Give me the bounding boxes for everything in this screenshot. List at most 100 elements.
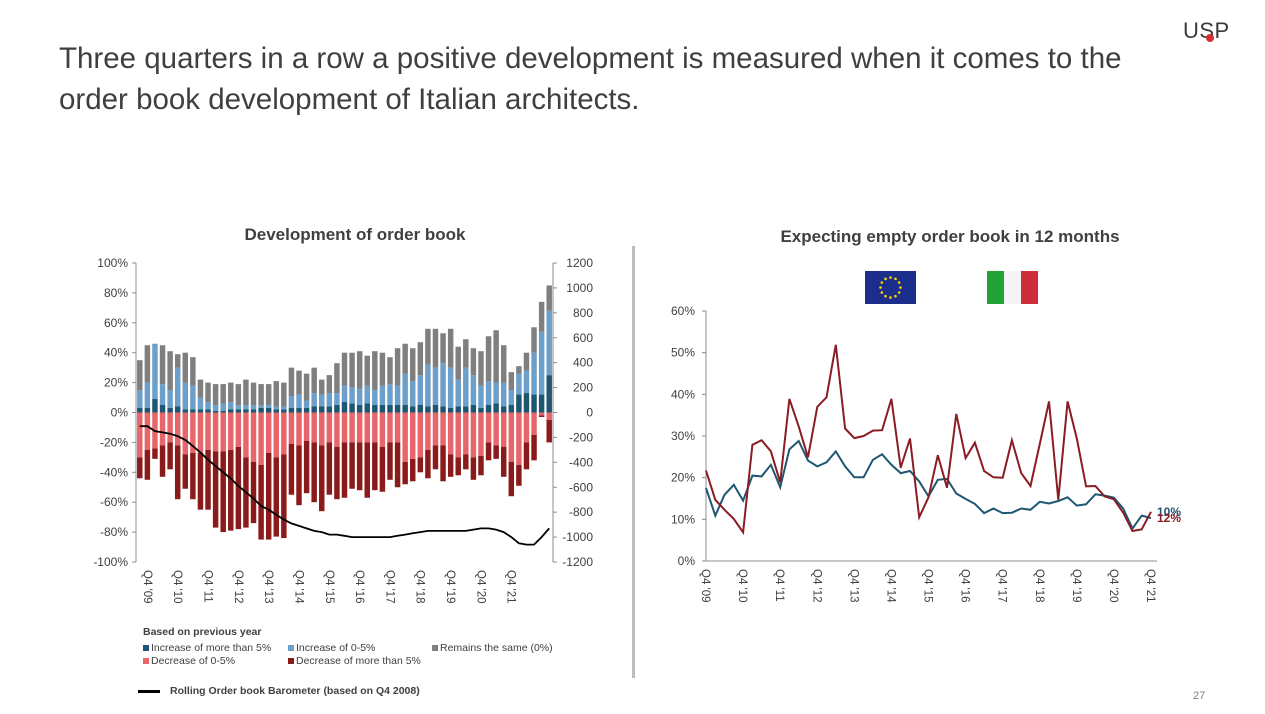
y-tick-label: 100% <box>97 256 128 270</box>
bar-segment <box>250 409 257 413</box>
bar-segment <box>144 449 151 480</box>
bar-segment <box>455 412 461 458</box>
bar-segment <box>144 412 151 450</box>
bar-segment <box>432 405 439 413</box>
bar-segment <box>387 442 393 480</box>
bar-segment <box>341 442 348 498</box>
legend-label: Remains the same (0%) <box>440 642 553 654</box>
bar-segment <box>212 384 219 406</box>
bar-segment <box>508 461 515 497</box>
bar-segment <box>440 406 446 413</box>
eu-star-icon <box>894 294 897 298</box>
bar-segment <box>478 412 484 456</box>
bar-segment <box>402 405 408 413</box>
bar-segment <box>508 372 515 391</box>
bar-segment <box>182 409 189 413</box>
bar-segment <box>288 396 295 409</box>
x-tick-label: Q4 '13 <box>262 570 274 604</box>
bar-segment <box>516 464 522 486</box>
x-tick-label: Q4 '11 <box>773 569 785 602</box>
x-tick-label: Q4 '20 <box>474 570 486 604</box>
bar-segment <box>538 412 545 416</box>
bar-segment <box>159 445 166 477</box>
y2-tick-label: 200 <box>573 381 593 395</box>
bar-segment <box>182 352 189 383</box>
x-tick-label: Q4 '19 <box>1070 569 1082 603</box>
bar-segment <box>455 379 461 407</box>
bar-segment <box>485 442 492 461</box>
bar-segment <box>387 405 393 413</box>
page-number: 27 <box>1193 690 1206 702</box>
bar-segment <box>258 412 264 465</box>
bar-segment <box>387 357 393 385</box>
bar-segment <box>296 394 302 409</box>
bar-segment <box>197 379 204 398</box>
logo-dot-icon <box>1206 34 1214 42</box>
bar-segment <box>485 412 492 443</box>
x-tick-label: Q4 '09 <box>141 570 153 604</box>
x-tick-label: Q4 '16 <box>353 570 365 604</box>
bar-segment <box>235 446 242 530</box>
bar-segment <box>228 382 234 403</box>
bar-segment <box>356 412 363 443</box>
bar-segment <box>250 405 257 410</box>
bar-segment <box>205 409 211 413</box>
bar-segment <box>485 405 492 413</box>
bar-segment <box>212 405 219 412</box>
bar-segment <box>174 445 181 500</box>
bar-segment <box>493 445 499 459</box>
bar-segment <box>311 406 317 413</box>
bar-segment <box>243 409 249 413</box>
bar-segment <box>326 406 333 413</box>
bar-segment <box>478 408 484 413</box>
bar-segment <box>228 412 234 450</box>
bar-segment <box>303 440 310 494</box>
bar-segment <box>288 412 295 444</box>
bar-segment <box>311 367 317 394</box>
x-tick-label: Q4 '20 <box>1107 569 1119 603</box>
bar-segment <box>417 342 424 376</box>
bar-segment <box>417 412 424 458</box>
bar-segment <box>523 442 530 470</box>
bar-segment <box>531 434 537 461</box>
bar-segment <box>167 442 173 470</box>
legend-label: Decrease of 0-5% <box>151 655 236 667</box>
y2-tick-label: 800 <box>573 306 593 320</box>
eu-star-icon <box>884 294 887 298</box>
bar-segment <box>311 442 317 503</box>
bar-segment <box>296 370 302 395</box>
bar-segment <box>296 445 302 506</box>
bar-segment <box>212 451 219 528</box>
bar-segment <box>174 367 181 407</box>
y2-tick-label: 400 <box>573 356 593 370</box>
bar-segment <box>394 442 401 488</box>
bar-segment <box>546 375 552 413</box>
bar-segment <box>372 405 378 413</box>
bar-segment <box>273 406 279 410</box>
bar-segment <box>319 379 325 395</box>
x-tick-label: Q4 '18 <box>414 570 426 604</box>
bar-segment <box>334 446 340 500</box>
bar-segment <box>372 351 378 391</box>
bar-segment <box>538 301 545 332</box>
y-tick-label: -60% <box>100 495 128 509</box>
bar-segment <box>174 354 181 368</box>
bar-segment <box>250 412 257 462</box>
bar-segment <box>197 409 204 413</box>
bar-segment <box>485 336 492 382</box>
bar-segment <box>470 412 477 458</box>
bar-segment <box>159 345 166 385</box>
empty-order-book-chart: 60% 50% 40% 30% 20% 10% 0%Q4 '09 Q4 '10 Q4 '11 Q4… <box>671 304 1181 603</box>
eu-star-icon <box>889 296 892 299</box>
y-tick-label: 50% <box>671 346 695 360</box>
bar-segment <box>516 412 522 465</box>
y2-tick-label: -600 <box>569 480 593 494</box>
bar-segment <box>379 412 386 447</box>
y2-tick-label: 0 <box>586 406 593 420</box>
bar-segment <box>243 405 249 410</box>
bar-segment <box>273 457 279 537</box>
y-tick-label: 60% <box>671 304 695 318</box>
bar-segment <box>190 385 196 410</box>
bar-segment <box>417 405 424 413</box>
bar-segment <box>463 454 469 470</box>
